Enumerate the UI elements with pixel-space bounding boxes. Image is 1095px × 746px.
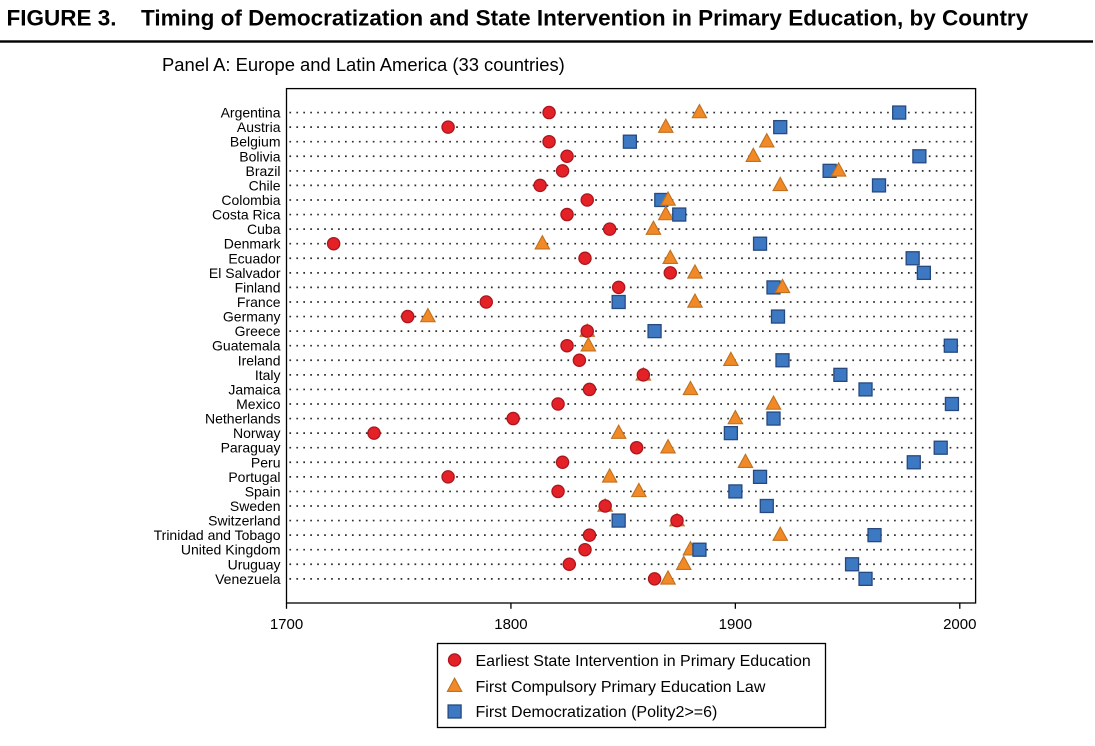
svg-text:Brazil: Brazil: [245, 163, 280, 179]
svg-text:Germany: Germany: [223, 309, 281, 325]
svg-text:Italy: Italy: [255, 367, 281, 383]
svg-text:Trinidad and Tobago: Trinidad and Tobago: [154, 527, 281, 543]
svg-text:1900: 1900: [719, 616, 752, 633]
svg-text:Spain: Spain: [245, 483, 281, 499]
svg-text:Greece: Greece: [235, 323, 281, 339]
svg-text:Costa Rica: Costa Rica: [212, 207, 281, 223]
svg-text:El Salvador: El Salvador: [209, 265, 281, 281]
svg-text:Portugal: Portugal: [228, 469, 280, 485]
svg-text:Timing of Democratization and: Timing of Democratization and State Inte…: [141, 5, 1029, 30]
svg-text:Cuba: Cuba: [247, 221, 281, 237]
svg-text:Netherlands: Netherlands: [205, 411, 281, 427]
svg-text:Chile: Chile: [249, 177, 281, 193]
svg-text:Ecuador: Ecuador: [228, 250, 280, 266]
svg-text:Argentina: Argentina: [221, 105, 281, 121]
svg-text:2000: 2000: [943, 616, 976, 633]
svg-text:1700: 1700: [270, 616, 303, 633]
svg-text:Paraguay: Paraguay: [221, 440, 281, 456]
svg-text:1800: 1800: [494, 616, 527, 633]
svg-text:First Democratization (Polity2: First Democratization (Polity2>=6): [476, 704, 718, 721]
svg-text:Venezuela: Venezuela: [215, 571, 281, 587]
svg-text:Colombia: Colombia: [221, 192, 280, 208]
svg-text:Panel A: Europe and Latin Amer: Panel A: Europe and Latin America (33 co…: [162, 54, 565, 75]
svg-text:Mexico: Mexico: [236, 396, 281, 412]
svg-text:Bolivia: Bolivia: [239, 148, 280, 164]
svg-text:Denmark: Denmark: [224, 236, 282, 252]
svg-text:Sweden: Sweden: [230, 498, 281, 514]
svg-text:FIGURE 3.: FIGURE 3.: [7, 5, 117, 30]
svg-text:Jamaica: Jamaica: [228, 381, 280, 397]
svg-text:Ireland: Ireland: [238, 352, 281, 368]
svg-text:Belgium: Belgium: [230, 134, 281, 150]
svg-text:Norway: Norway: [233, 425, 280, 441]
svg-text:Finland: Finland: [235, 279, 281, 295]
svg-text:First Compulsory Primary Educa: First Compulsory Primary Education Law: [476, 679, 766, 696]
svg-text:Switzerland: Switzerland: [208, 513, 280, 529]
svg-text:Austria: Austria: [237, 119, 281, 135]
svg-text:Uruguay: Uruguay: [228, 556, 281, 572]
svg-text:Peru: Peru: [251, 454, 281, 470]
svg-text:France: France: [237, 294, 281, 310]
svg-text:Earliest State Intervention in: Earliest State Intervention in Primary E…: [476, 653, 811, 670]
svg-text:United Kingdom: United Kingdom: [181, 542, 281, 558]
svg-text:Guatemala: Guatemala: [212, 338, 281, 354]
